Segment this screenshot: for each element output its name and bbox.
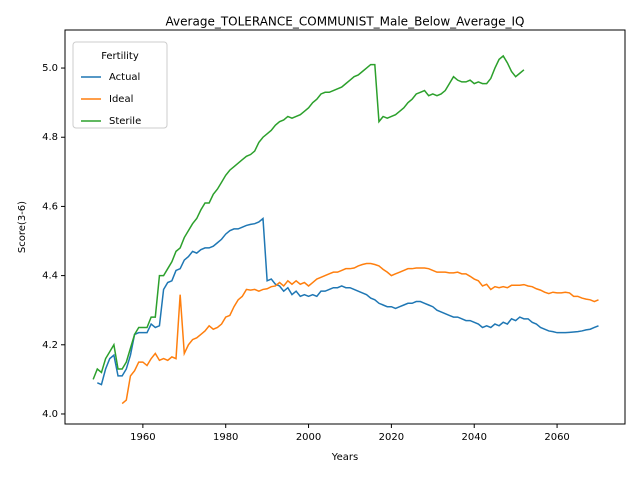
plot-frame <box>64 29 626 425</box>
series-line <box>121 262 599 405</box>
y-tick-label: 5.0 <box>42 63 58 74</box>
x-tick-label: 2020 <box>379 432 404 443</box>
y-tick-label: 4.4 <box>42 271 58 282</box>
y-tick-label: 4.0 <box>42 409 58 420</box>
y-tick-label: 4.6 <box>42 201 58 212</box>
x-tick-label: 2040 <box>462 432 487 443</box>
x-tick-label: 2000 <box>296 432 321 443</box>
legend-label: Ideal <box>109 94 133 105</box>
y-tick-label: 4.8 <box>42 132 58 143</box>
x-tick-label: 2060 <box>544 432 569 443</box>
x-axis-label: Years <box>331 452 358 463</box>
series-line <box>97 217 599 386</box>
y-axis-label: Score(3-6) <box>17 201 28 253</box>
x-tick-label: 1960 <box>130 432 155 443</box>
chart-title: Average_TOLERANCE_COMMUNIST_Male_Below_A… <box>166 15 525 29</box>
legend-box <box>72 41 168 129</box>
y-tick-label: 4.2 <box>42 340 58 351</box>
legend-label: Sterile <box>109 116 141 127</box>
legend-label: Actual <box>109 72 140 83</box>
series-line <box>92 54 525 380</box>
legend-title: Fertility <box>101 51 139 62</box>
x-tick-label: 1980 <box>213 432 238 443</box>
